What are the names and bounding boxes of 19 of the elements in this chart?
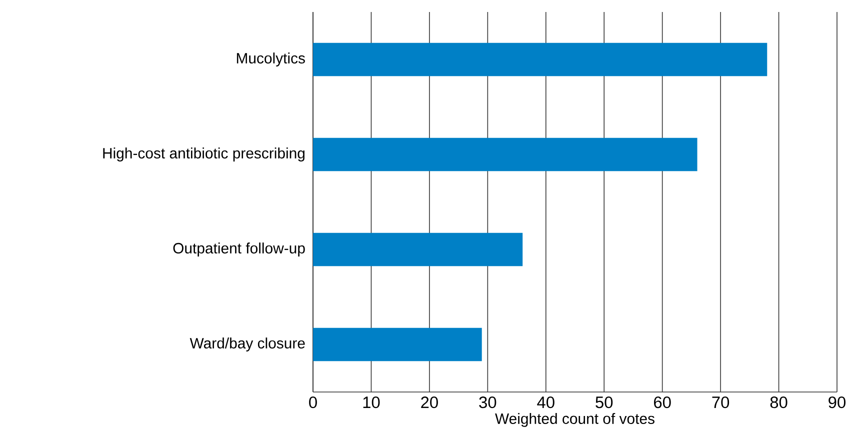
x-tick-label: 30 [479, 396, 496, 408]
y-tick-label: Mucolytics [236, 52, 305, 66]
x-tick-label: 40 [537, 396, 554, 408]
bar [313, 328, 482, 362]
x-tick-label: 80 [770, 396, 788, 408]
x-tick-label: 20 [421, 396, 438, 408]
x-tick-label: 60 [654, 396, 671, 408]
x-tick-label: 50 [596, 396, 613, 408]
bar [313, 232, 523, 266]
y-tick-label: Outpatient follow-up [173, 242, 305, 256]
y-tick-label: Ward/bay closure [190, 338, 305, 352]
x-tick-label: 70 [712, 396, 730, 408]
x-tick-label: 90 [828, 396, 846, 408]
x-tick-label: 0 [309, 396, 317, 408]
y-tick-label: High-cost antibiotic prescribing [103, 148, 304, 162]
bar [313, 42, 768, 76]
bar [313, 138, 698, 172]
x-axis-title: Weighted count of votes [495, 413, 654, 427]
x-tick-label: 10 [363, 396, 380, 408]
